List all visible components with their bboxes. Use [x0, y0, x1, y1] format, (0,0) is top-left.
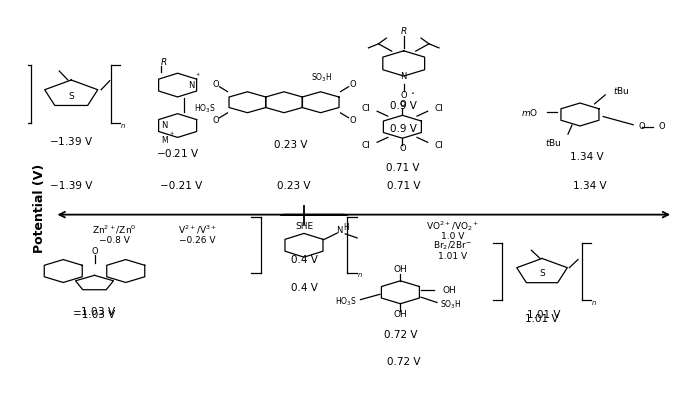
Text: $_n$: $_n$ — [356, 270, 363, 280]
Text: 0.23 V: 0.23 V — [277, 181, 311, 191]
Text: $-$0.21 V: $-$0.21 V — [156, 147, 199, 159]
Text: O: O — [399, 144, 406, 153]
Text: O: O — [212, 116, 219, 125]
Text: Br$_{2}$/2Br$^{-}$: Br$_{2}$/2Br$^{-}$ — [433, 240, 472, 252]
Text: O: O — [399, 100, 406, 109]
Text: Cl: Cl — [361, 104, 370, 113]
Text: O: O — [400, 91, 407, 100]
Text: 0.72 V: 0.72 V — [387, 357, 421, 367]
Text: HO$_3$S: HO$_3$S — [335, 295, 357, 308]
Text: HO$_3$S: HO$_3$S — [195, 102, 216, 115]
Text: 1.01 V: 1.01 V — [438, 252, 467, 261]
Text: $_n$: $_n$ — [592, 297, 597, 307]
Text: 0.72 V: 0.72 V — [384, 330, 417, 340]
Text: Cl: Cl — [435, 141, 443, 150]
Text: 1.01 V: 1.01 V — [526, 310, 560, 320]
Text: $m$O: $m$O — [521, 107, 538, 118]
Text: $t$Bu: $t$Bu — [613, 85, 630, 96]
Text: Potential (V): Potential (V) — [34, 164, 46, 253]
Text: OH: OH — [393, 265, 407, 274]
Text: R: R — [161, 58, 167, 67]
Text: N: N — [188, 80, 194, 90]
Text: −0.26 V: −0.26 V — [179, 236, 216, 245]
Text: SHE: SHE — [295, 222, 313, 231]
Text: S: S — [69, 92, 74, 100]
Text: −1.03 V: −1.03 V — [74, 310, 116, 320]
Text: 0.9 V: 0.9 V — [391, 124, 417, 134]
Text: VO$^{2+}$/VO$_{2}$$^{+}$: VO$^{2+}$/VO$_{2}$$^{+}$ — [426, 219, 479, 233]
Text: −1.39 V: −1.39 V — [50, 181, 92, 191]
Text: V$^{2+}$/V$^{3+}$: V$^{2+}$/V$^{3+}$ — [178, 224, 217, 236]
Text: R: R — [400, 27, 407, 36]
Text: O: O — [349, 116, 356, 125]
Text: 0.71 V: 0.71 V — [387, 181, 421, 191]
Text: M: M — [161, 136, 167, 145]
Text: O: O — [91, 247, 98, 256]
Text: $_n$: $_n$ — [120, 121, 127, 131]
Text: 0.23 V: 0.23 V — [274, 140, 307, 150]
Text: H: H — [343, 223, 349, 232]
Text: 1.0 V: 1.0 V — [440, 232, 464, 241]
Text: O: O — [349, 80, 356, 89]
Text: 0.4 V: 0.4 V — [290, 255, 317, 264]
Text: $\cdot$: $\cdot$ — [410, 86, 415, 99]
Text: OH: OH — [442, 286, 456, 295]
Text: $t$Bu: $t$Bu — [545, 137, 562, 148]
Text: 0.9 V: 0.9 V — [391, 101, 417, 111]
Text: Cl: Cl — [361, 141, 370, 150]
Text: N: N — [336, 226, 342, 236]
Text: $^+$: $^+$ — [167, 132, 174, 138]
Text: $-$1.03 V: $-$1.03 V — [72, 305, 117, 317]
Text: −0.21 V: −0.21 V — [160, 181, 202, 191]
Text: 0.71 V: 0.71 V — [386, 163, 419, 173]
Text: O: O — [638, 122, 645, 131]
Text: N: N — [161, 121, 167, 130]
Text: Zn$^{2+}$/Zn$^{0}$: Zn$^{2+}$/Zn$^{0}$ — [92, 224, 136, 236]
Text: 1.01 V: 1.01 V — [525, 314, 559, 324]
Text: O: O — [659, 122, 665, 131]
Text: 0.4 V: 0.4 V — [290, 283, 317, 293]
Text: −0.8 V: −0.8 V — [99, 236, 130, 245]
Text: Cl: Cl — [435, 104, 443, 113]
Text: O: O — [212, 80, 219, 89]
Text: $^+$: $^+$ — [194, 73, 201, 79]
Text: $-$1.39 V: $-$1.39 V — [49, 135, 93, 147]
Text: 1.34 V: 1.34 V — [573, 181, 607, 191]
Text: N: N — [400, 73, 407, 81]
Text: OH: OH — [393, 310, 407, 319]
Text: S: S — [539, 269, 545, 279]
Text: 1.34 V: 1.34 V — [570, 153, 603, 162]
Text: SO$_3$H: SO$_3$H — [311, 71, 332, 84]
Text: SO$_3$H: SO$_3$H — [440, 298, 462, 311]
